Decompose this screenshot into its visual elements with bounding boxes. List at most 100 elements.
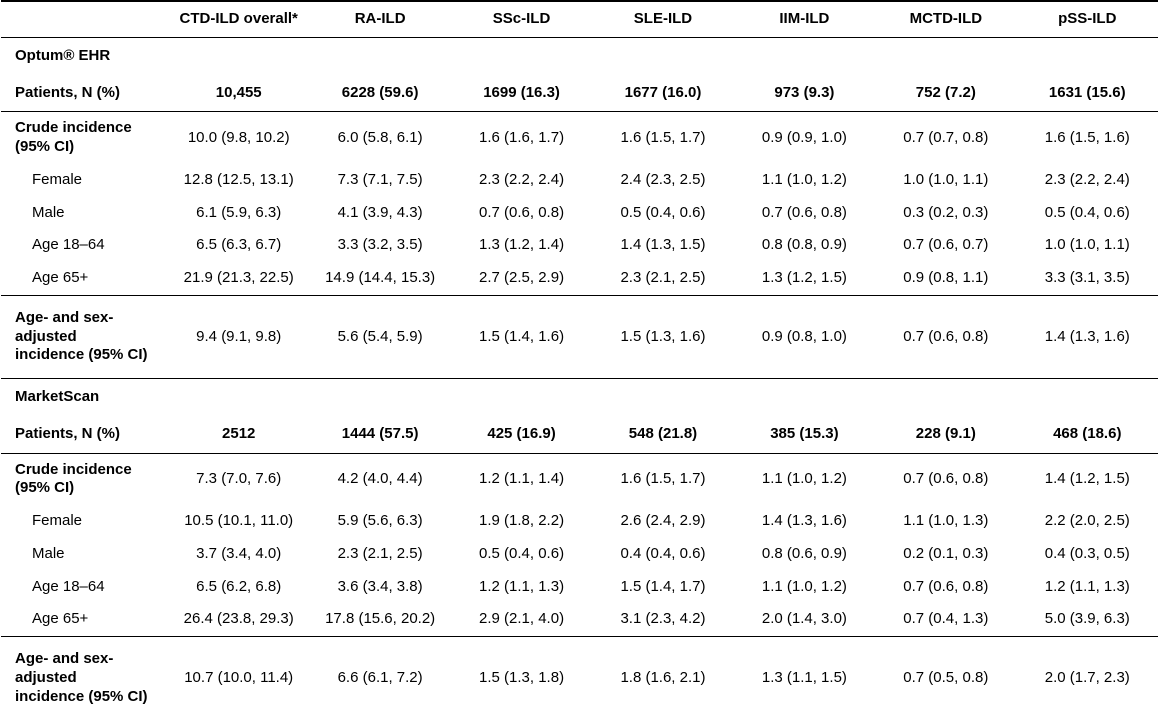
value-cell: 0.5 (0.4, 0.6) [1044, 203, 1130, 221]
value-cell: 0.2 (0.1, 0.3) [903, 544, 989, 562]
value-cell: 3.3 (3.2, 3.5) [337, 236, 423, 254]
value-cell: 2.0 (1.7, 2.3) [1044, 668, 1130, 686]
value-cell: 2.2 (2.0, 2.5) [1044, 512, 1130, 529]
value-cell: 17.8 (15.6, 20.2) [325, 610, 436, 628]
table-row: Age- and sex-adjusted incidence (95% CI)… [1, 295, 1158, 378]
row-label: Crude incidence (95% CI) [15, 119, 132, 155]
value-cell: 10.7 (10.0, 11.4) [184, 668, 294, 686]
value-cell: 1.5 (1.3, 1.6) [620, 327, 706, 345]
row-label: Age 18–64 [32, 577, 105, 595]
value-cell: 0.8 (0.8, 0.9) [761, 236, 847, 254]
value-cell: 6.1 (5.9, 6.3) [196, 203, 282, 221]
value-cell: 0.9 (0.8, 1.0) [761, 327, 847, 345]
value-cell: 1.4 (1.2, 1.5) [1044, 469, 1130, 487]
value-cell: 2.0 (1.4, 3.0) [761, 610, 847, 628]
row-label: Age 18–64 [32, 236, 105, 254]
table-row: Age 65+ 21.9 (21.3, 22.5) 14.9 (14.4, 15.3… [1, 262, 1158, 295]
value-cell: 7.3 (7.1, 7.5) [337, 170, 423, 188]
row-label: Patients, N (%) [15, 83, 121, 101]
table-row: Crude incidence (95% CI) 10.0 (9.8, 10.2)… [1, 111, 1158, 164]
value-cell: 0.9 (0.8, 1.1) [903, 269, 989, 286]
section-header-row: MarketScan [1, 378, 1158, 416]
value-cell: 4.2 (4.0, 4.4) [337, 469, 423, 487]
value-cell: 1.3 (1.2, 1.4) [479, 236, 565, 254]
value-cell: 0.5 (0.4, 0.6) [620, 203, 706, 221]
value-cell: 10.5 (10.1, 11.0) [184, 512, 294, 529]
value-cell: 385 (15.3) [770, 424, 839, 442]
column-header: MCTD-ILD [909, 10, 983, 27]
column-header: pSS-ILD [1058, 10, 1117, 27]
value-cell: 2.7 (2.5, 2.9) [479, 269, 565, 286]
value-cell: 0.7 (0.6, 0.8) [479, 203, 565, 221]
value-cell: 0.4 (0.3, 0.5) [1044, 544, 1130, 562]
value-cell: 0.7 (0.7, 0.8) [903, 128, 989, 146]
value-cell: 2.9 (2.1, 4.0) [479, 610, 565, 628]
value-cell: 548 (21.8) [628, 424, 698, 442]
table-row: Age 65+ 26.4 (23.8, 29.3) 17.8 (15.6, 20.2… [1, 603, 1158, 636]
row-label: Age- and sex-adjusted incidence (95% CI) [15, 308, 148, 364]
table-row: Male 3.7 (3.4, 4.0) 2.3 (2.1, 2.5) 0.5 (0.4… [1, 538, 1158, 571]
table-row: Female 10.5 (10.1, 11.0) 5.9 (5.6, 6.3) 1.9… [1, 505, 1158, 538]
section-header-row: Optum® EHR [1, 37, 1158, 74]
value-cell: 0.4 (0.4, 0.6) [620, 544, 706, 562]
value-cell: 0.7 (0.6, 0.8) [903, 577, 989, 595]
value-cell: 3.6 (3.4, 3.8) [337, 577, 423, 595]
value-cell: 1.6 (1.6, 1.7) [479, 128, 565, 146]
value-cell: 6.6 (6.1, 7.2) [337, 668, 423, 686]
value-cell: 1.1 (1.0, 1.2) [761, 170, 847, 188]
value-cell: 2512 [222, 424, 256, 442]
value-cell: 3.7 (3.4, 4.0) [196, 544, 282, 562]
value-cell: 1.4 (1.3, 1.5) [620, 236, 706, 254]
value-cell: 1.5 (1.4, 1.6) [479, 327, 565, 345]
column-header: SSc-ILD [492, 10, 551, 27]
value-cell: 0.7 (0.4, 1.3) [903, 610, 989, 628]
value-cell: 2.3 (2.1, 2.5) [620, 269, 706, 286]
column-header: IIM-ILD [779, 10, 830, 27]
value-cell: 1.1 (1.0, 1.2) [761, 577, 847, 595]
value-cell: 1.5 (1.4, 1.7) [620, 577, 706, 595]
value-cell: 1.9 (1.8, 2.2) [479, 512, 565, 529]
table-row: Crude incidence (95% CI) 7.3 (7.0, 7.6) 4.… [1, 453, 1158, 505]
value-cell: 1.6 (1.5, 1.6) [1044, 128, 1130, 146]
row-label: Female [32, 170, 83, 188]
value-cell: 1.4 (1.3, 1.6) [761, 512, 847, 529]
row-label: Female [32, 512, 83, 529]
value-cell: 5.0 (3.9, 6.3) [1044, 610, 1130, 628]
value-cell: 1631 (15.6) [1048, 83, 1126, 101]
value-cell: 973 (9.3) [774, 83, 835, 101]
value-cell: 3.3 (3.1, 3.5) [1044, 269, 1130, 286]
value-cell: 12.8 (12.5, 13.1) [183, 170, 294, 188]
value-cell: 0.7 (0.5, 0.8) [903, 668, 989, 686]
table-body: Optum® EHR Patients, N (%) 10,455 6228 (59.… [1, 37, 1158, 716]
value-cell: 10.0 (9.8, 10.2) [187, 128, 290, 146]
value-cell: 1.8 (1.6, 2.1) [620, 668, 706, 686]
value-cell: 0.7 (0.6, 0.8) [903, 469, 989, 487]
value-cell: 0.7 (0.6, 0.7) [903, 236, 989, 254]
value-cell: 6.5 (6.2, 6.8) [196, 577, 282, 595]
row-label: Male [32, 203, 65, 221]
value-cell: 1.1 (1.0, 1.3) [903, 512, 989, 529]
value-cell: 6.0 (5.8, 6.1) [337, 128, 423, 146]
value-cell: 1.1 (1.0, 1.2) [761, 469, 847, 487]
row-label: Male [32, 544, 65, 562]
column-header: RA-ILD [354, 10, 406, 27]
row-label: Patients, N (%) [15, 424, 121, 442]
row-label: Age 65+ [32, 610, 89, 628]
value-cell: 752 (7.2) [915, 83, 976, 101]
value-cell: 2.3 (2.2, 2.4) [1044, 170, 1130, 188]
value-cell: 1.6 (1.5, 1.7) [620, 469, 706, 487]
value-cell: 468 (18.6) [1053, 424, 1122, 442]
value-cell: 26.4 (23.8, 29.3) [183, 610, 294, 628]
value-cell: 1.2 (1.1, 1.3) [479, 577, 565, 595]
value-cell: 1.2 (1.1, 1.3) [1044, 577, 1130, 595]
value-cell: 1.4 (1.3, 1.6) [1044, 327, 1130, 345]
table-row: Age 18–64 6.5 (6.3, 6.7) 3.3 (3.2, 3.5) 1.3… [1, 229, 1158, 262]
table-row: Male 6.1 (5.9, 6.3) 4.1 (3.9, 4.3) 0.7 (0.6… [1, 197, 1158, 230]
value-cell: 2.3 (2.2, 2.4) [479, 170, 565, 188]
value-cell: 0.7 (0.6, 0.8) [903, 327, 989, 345]
value-cell: 1.3 (1.1, 1.5) [761, 668, 847, 686]
value-cell: 0.7 (0.6, 0.8) [761, 203, 847, 221]
section-title: Optum® EHR [15, 46, 111, 64]
value-cell: 0.3 (0.2, 0.3) [903, 203, 989, 221]
value-cell: 14.9 (14.4, 15.3) [325, 269, 436, 286]
